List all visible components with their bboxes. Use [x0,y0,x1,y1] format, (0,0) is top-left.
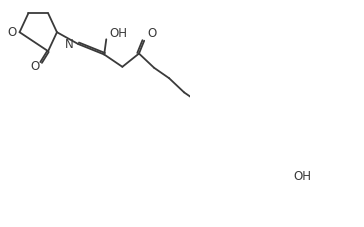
Text: N: N [65,37,74,51]
Text: O: O [7,26,16,39]
Text: OH: OH [110,27,127,40]
Text: O: O [148,27,157,40]
Text: O: O [31,60,40,73]
Text: OH: OH [294,170,312,183]
